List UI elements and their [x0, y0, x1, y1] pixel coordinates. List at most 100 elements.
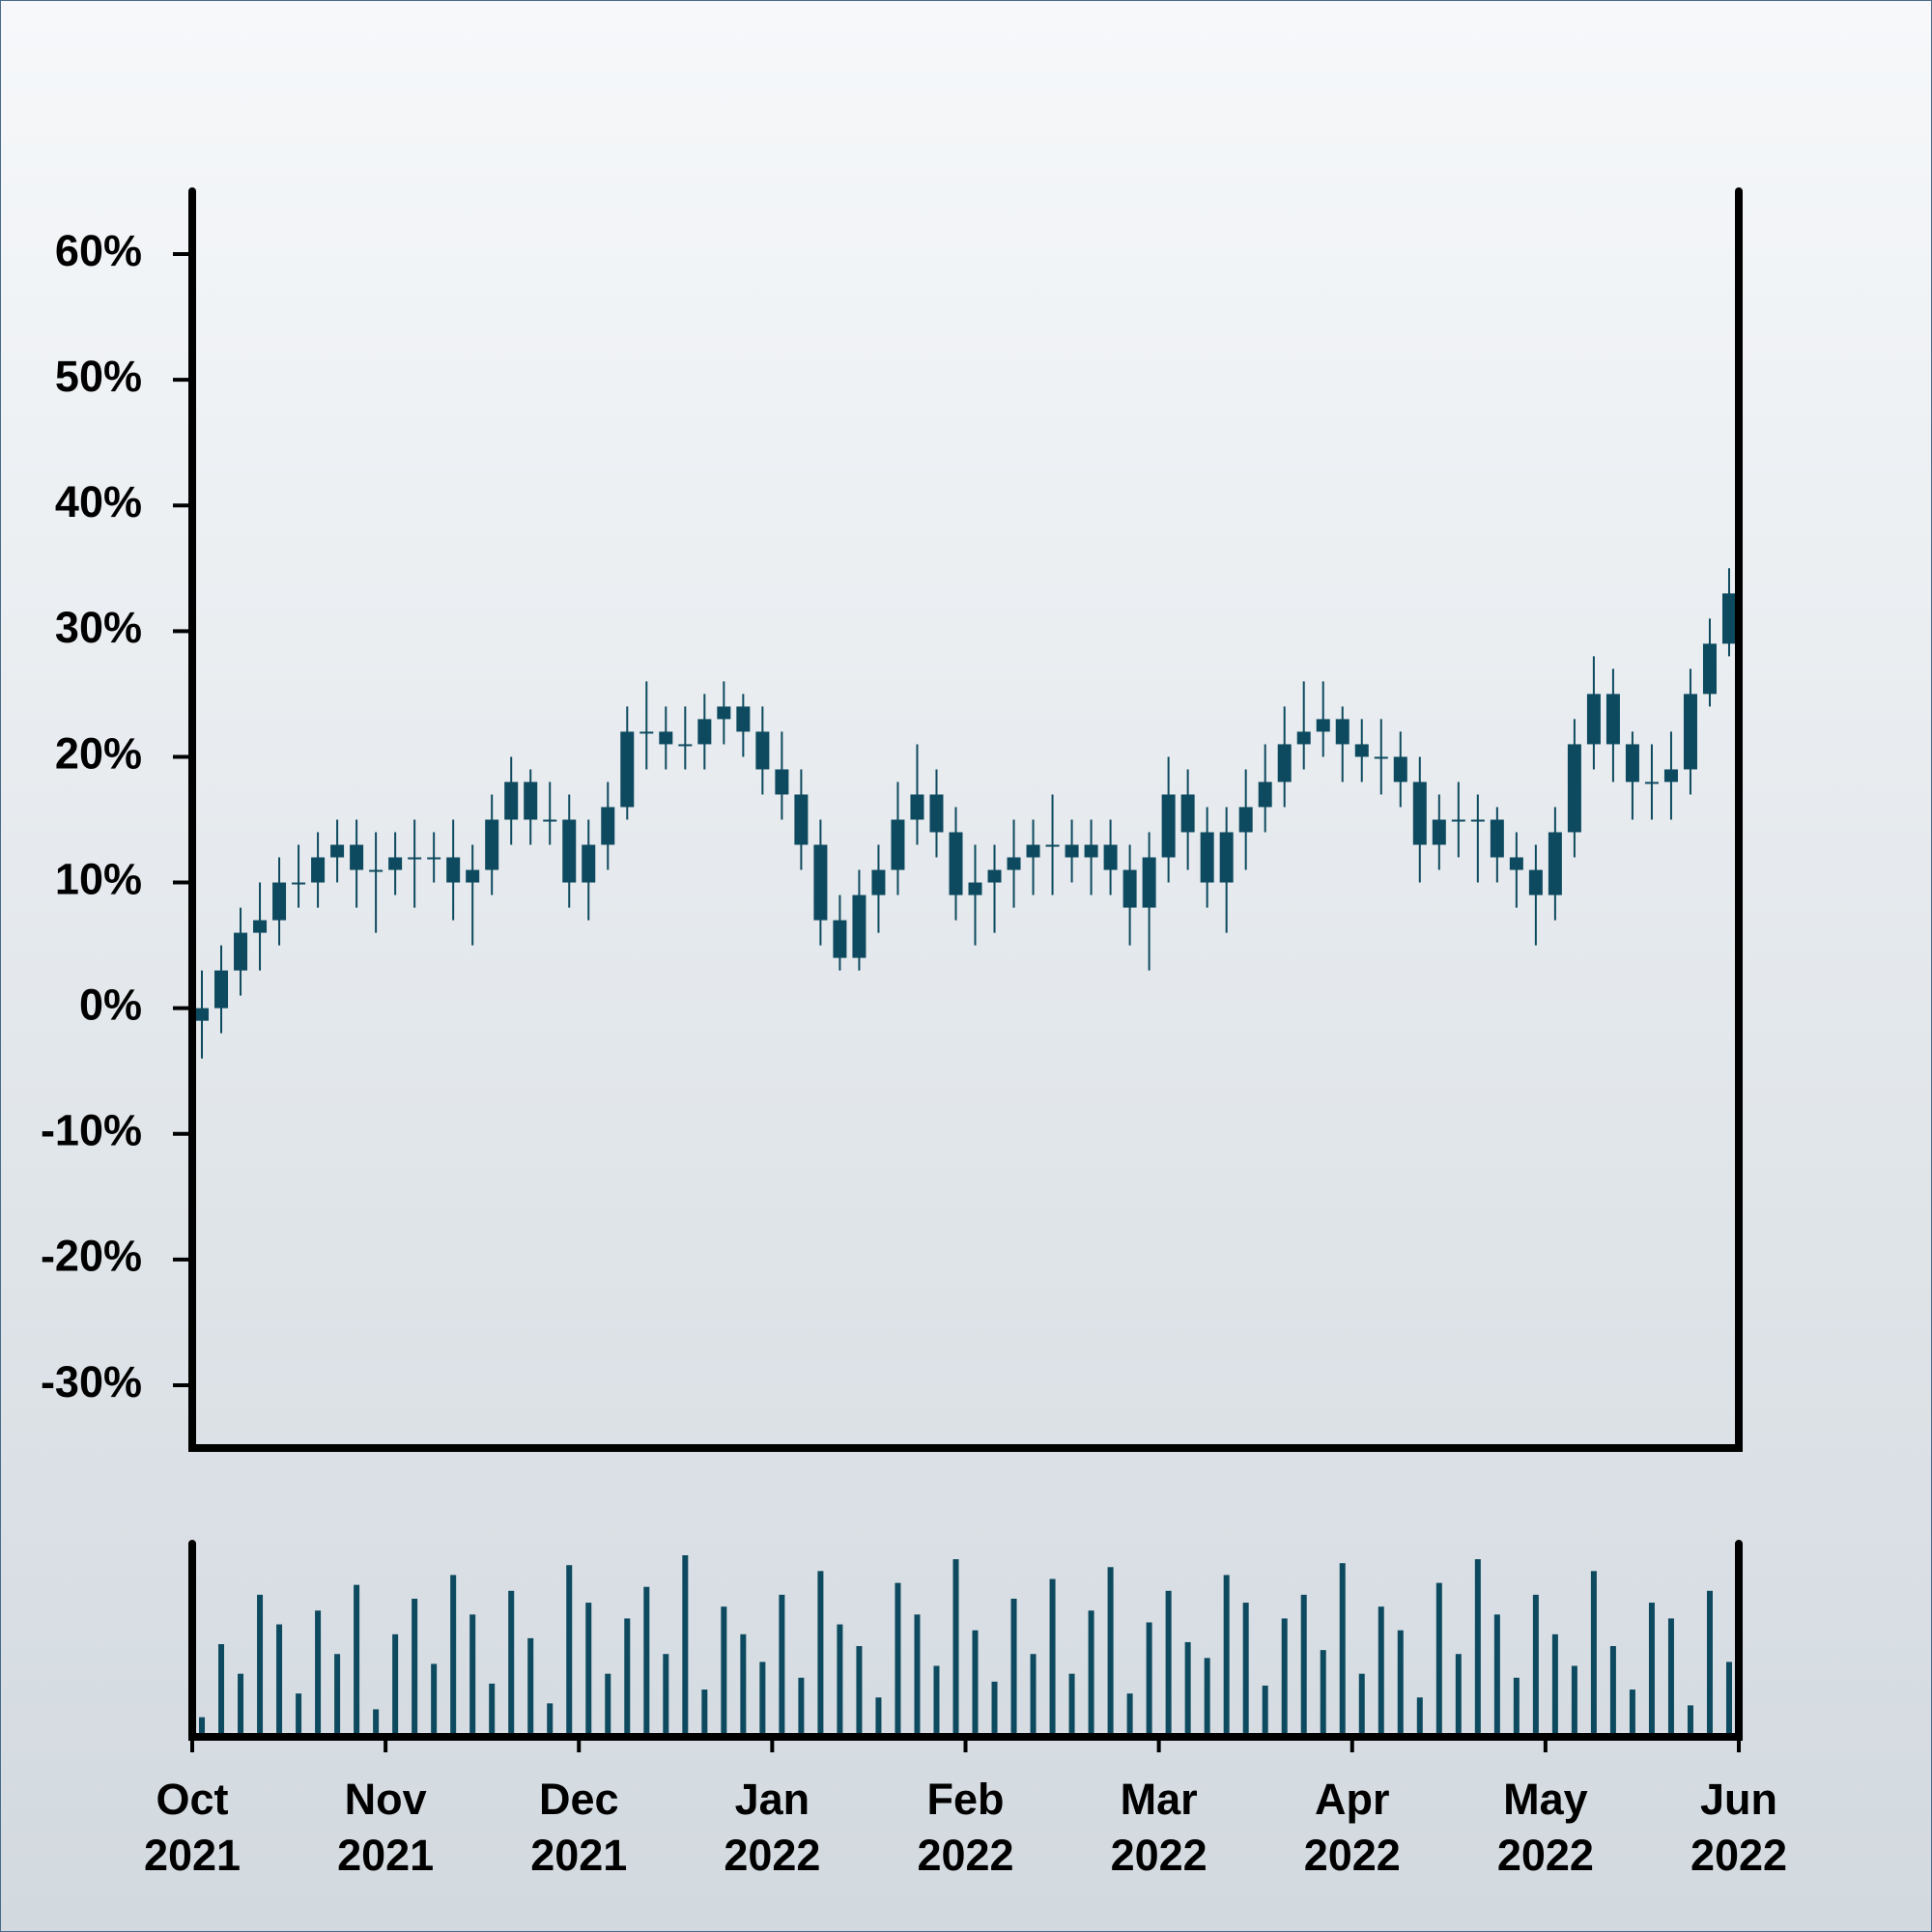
volume-bar — [1551, 1634, 1558, 1733]
volume-bar — [1281, 1618, 1288, 1733]
candle-body — [1122, 869, 1137, 908]
candle-body — [311, 857, 326, 883]
candle-body — [1084, 844, 1098, 858]
volume-bar — [972, 1630, 979, 1733]
candle-body — [736, 706, 751, 732]
volume-bar — [837, 1624, 843, 1733]
candle-body — [659, 731, 673, 745]
volume-bar — [1493, 1614, 1500, 1733]
x-tick-label: Jan 2022 — [724, 1775, 820, 1880]
volume-bar — [1088, 1610, 1094, 1733]
volume-bar — [412, 1598, 418, 1733]
main-spines — [188, 187, 1743, 1452]
candle-body — [1412, 781, 1427, 845]
candle-body — [1432, 819, 1446, 845]
candle-body — [1200, 832, 1214, 883]
volume-bar — [1378, 1606, 1384, 1733]
volume-bar — [1590, 1571, 1597, 1733]
candle-body — [214, 970, 229, 1009]
volume-bar — [1107, 1567, 1114, 1733]
volume-bar — [740, 1634, 747, 1733]
candle-body — [755, 731, 770, 770]
y-tick-label: 60% — [55, 226, 142, 275]
volume-bar — [682, 1555, 689, 1733]
volume-bar — [1706, 1590, 1713, 1733]
volume-bar — [779, 1594, 785, 1733]
volume-bar — [450, 1575, 457, 1733]
volume-bar — [895, 1582, 901, 1733]
volume-bar — [1165, 1590, 1172, 1733]
candle-body — [968, 882, 982, 895]
candle-body — [427, 857, 441, 860]
candle-body — [678, 744, 693, 747]
candle-body — [292, 882, 306, 885]
candle-body — [1045, 844, 1060, 847]
candle-body — [350, 844, 364, 870]
candle-body — [1007, 857, 1021, 870]
volume-bar — [585, 1603, 592, 1733]
volume-bar — [624, 1618, 631, 1733]
candle-body — [195, 1008, 210, 1021]
volume-bar — [1320, 1650, 1326, 1733]
volume-bar — [1474, 1559, 1481, 1733]
candle-body — [272, 882, 287, 921]
volume-bar — [1030, 1654, 1037, 1733]
candle-body — [504, 781, 519, 820]
y-tick-label: 50% — [55, 352, 142, 401]
candle-body — [388, 857, 403, 870]
volume-bar — [1609, 1646, 1616, 1733]
y-tick-label: -20% — [41, 1232, 142, 1281]
volume-bar — [952, 1559, 959, 1733]
volume-bar — [1629, 1690, 1635, 1733]
candle-body — [1103, 844, 1118, 870]
volume-bar — [547, 1703, 554, 1733]
volume-bar — [798, 1677, 805, 1733]
volume-bar — [431, 1663, 438, 1733]
candle-body — [929, 794, 944, 833]
candle-body — [1316, 719, 1330, 732]
candle-body — [1335, 719, 1350, 745]
volume-bar — [392, 1634, 399, 1733]
candle-body — [1528, 869, 1543, 895]
candle-body — [697, 719, 712, 745]
volume-bar — [1435, 1582, 1442, 1733]
candle-body — [1393, 756, 1407, 782]
volume-bar — [469, 1614, 476, 1733]
y-tick-label: 10% — [55, 854, 142, 903]
candle-body — [794, 794, 809, 845]
volume-bar — [1300, 1594, 1307, 1733]
candle-body — [1219, 832, 1234, 883]
candle-body — [910, 794, 924, 820]
candle-body — [620, 731, 635, 808]
volume-bar — [1010, 1598, 1017, 1733]
candle-body — [1026, 844, 1040, 858]
candle-body — [234, 932, 248, 971]
x-tick-label: Apr 2022 — [1304, 1775, 1401, 1880]
candle-body — [1296, 731, 1311, 745]
volume-bar — [1725, 1662, 1732, 1733]
candle-body — [1470, 819, 1485, 822]
x-tick-label: Jun 2022 — [1690, 1775, 1787, 1880]
y-tick-label: 20% — [55, 728, 142, 778]
volume-bar — [1687, 1705, 1693, 1733]
x-tick-label: Feb 2022 — [917, 1775, 1013, 1880]
volume-bar — [701, 1690, 708, 1733]
candle-body — [1567, 744, 1581, 833]
candle-body — [1161, 794, 1176, 858]
candle-body — [1702, 643, 1717, 695]
volume-bar — [1513, 1677, 1520, 1733]
candle-body — [852, 895, 867, 958]
candle-body — [466, 869, 480, 883]
volume-bar — [354, 1584, 360, 1733]
volume-bar — [1339, 1563, 1346, 1733]
candle-body — [1586, 694, 1601, 745]
volume-bar — [199, 1717, 206, 1733]
volume-bar — [1262, 1685, 1268, 1733]
candle-body — [891, 819, 905, 870]
volume-bar — [1416, 1697, 1423, 1733]
candle-body — [369, 869, 384, 872]
volume-bar — [1204, 1658, 1210, 1733]
volume-bar — [1146, 1622, 1152, 1733]
candle-body — [1490, 819, 1504, 858]
